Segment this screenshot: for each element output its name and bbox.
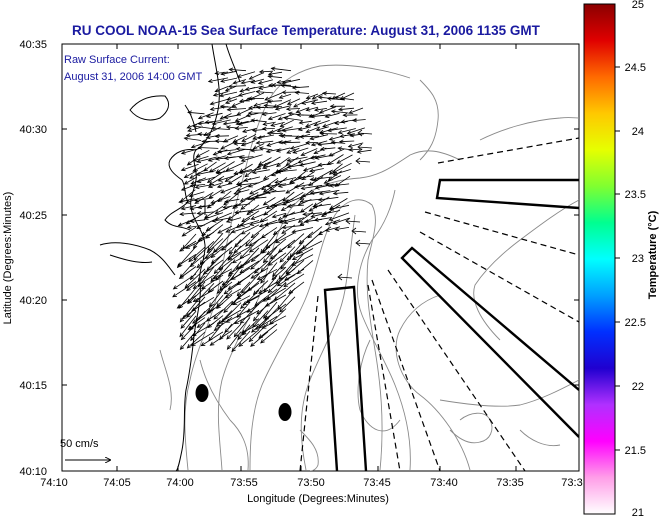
current-vector — [320, 134, 337, 135]
colorbar-tick-label: 21.5 — [625, 445, 646, 457]
current-vector — [297, 115, 312, 116]
colorbar-tick-label: 24.5 — [625, 62, 646, 74]
y-tick-label: 40:35 — [19, 39, 47, 51]
x-axis-label: Longitude (Degrees:Minutes) — [247, 493, 389, 505]
y-tick-label: 40:30 — [19, 124, 47, 136]
x-tick-label: 74:00 — [166, 477, 194, 489]
station-marker-1 — [196, 384, 209, 402]
current-vector — [283, 142, 301, 143]
colorbar-ticks — [615, 67, 620, 450]
current-vector — [215, 136, 229, 137]
x-tick-label: 73:55 — [230, 477, 258, 489]
y-tick-label: 40:20 — [19, 295, 47, 307]
y-tick-label: 40:10 — [19, 466, 47, 478]
x-tick-label: 73:45 — [363, 477, 391, 489]
colorbar-tick-label: 24 — [632, 126, 644, 138]
colorbar-label: Temperature (°C) — [647, 210, 659, 299]
colorbar-tick-label: 25 — [632, 0, 644, 11]
x-tick-label: 74:05 — [103, 477, 131, 489]
x-tick-label: 73:3 — [561, 477, 582, 489]
colorbar-tick-label: 22 — [632, 381, 644, 393]
map-title: RU COOL NOAA-15 Sea Surface Temperature:… — [72, 23, 541, 38]
plot-area — [62, 44, 579, 471]
y-axis-label: Latitude (Degrees:Minutes) — [2, 192, 14, 325]
colorbar-tick-label: 23 — [632, 253, 644, 265]
x-tick-label: 73:50 — [297, 477, 325, 489]
colorbar-tick-label: 21 — [632, 507, 644, 518]
station-marker-2 — [279, 403, 292, 421]
annotation-line-2: August 31, 2006 14:00 GMT — [64, 71, 202, 83]
y-tick-label: 40:25 — [19, 210, 47, 222]
colorbar-tick-label: 22.5 — [625, 317, 646, 329]
y-tick-label: 40:15 — [19, 380, 47, 392]
annotation-line-1: Raw Surface Current: — [64, 54, 170, 66]
colorbar — [584, 4, 615, 514]
scale-label: 50 cm/s — [60, 438, 99, 450]
x-tick-label: 74:10 — [40, 477, 68, 489]
x-tick-label: 73:40 — [430, 477, 458, 489]
colorbar-tick-label: 23.5 — [625, 189, 646, 201]
x-tick-label: 73:35 — [496, 477, 524, 489]
